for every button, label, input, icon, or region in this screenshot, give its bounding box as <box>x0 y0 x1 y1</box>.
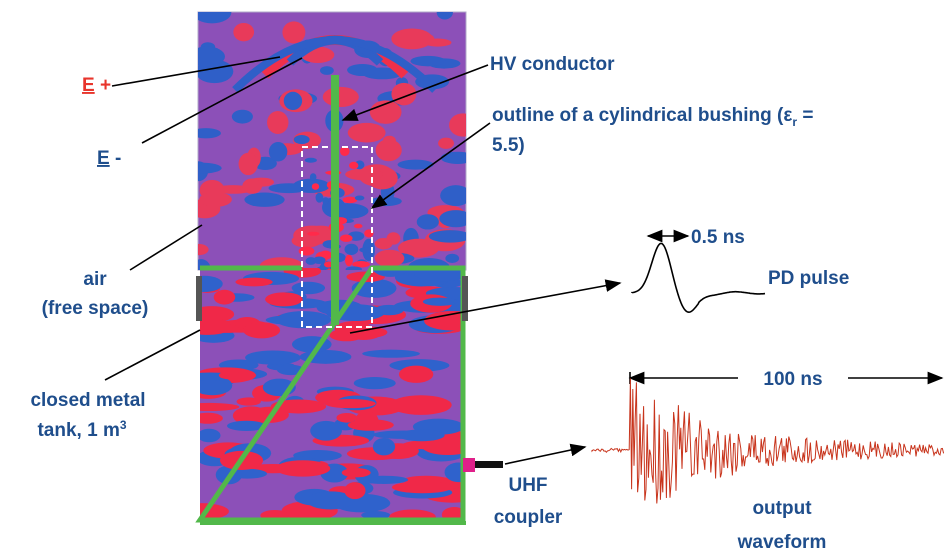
field-blob <box>441 152 475 164</box>
tank-label: tank, 1 m3 <box>37 418 126 441</box>
field-blob <box>239 153 258 175</box>
field-blob <box>349 162 358 169</box>
field-blob <box>325 399 376 408</box>
field-blob <box>323 87 359 107</box>
duration-label: 100 ns <box>763 369 822 390</box>
field-blob <box>375 238 393 249</box>
field-blob <box>235 278 272 287</box>
pd-pulse-waveform <box>632 243 765 312</box>
field-blob <box>305 158 317 163</box>
field-blob <box>198 429 221 442</box>
pulse-width-label: 0.5 ns <box>691 227 745 248</box>
bushing-label: 5.5) <box>492 135 525 156</box>
field-blob <box>214 290 236 305</box>
field-blob <box>316 193 324 203</box>
flange <box>462 276 468 321</box>
field-blob <box>265 292 303 306</box>
field-blob <box>179 163 221 174</box>
field-simulation <box>174 1 483 525</box>
field-blob <box>392 481 453 493</box>
field-blob <box>282 21 305 43</box>
field-blob <box>294 135 310 144</box>
diagram: E + E - HV conductor outline of a cylind… <box>0 0 944 556</box>
field-blob <box>438 138 454 149</box>
field-blob <box>310 421 342 441</box>
output-label: waveform <box>737 532 827 553</box>
field-blob <box>187 244 208 255</box>
field-blob <box>312 183 319 190</box>
field-blob <box>423 298 457 306</box>
field-blob <box>242 178 262 193</box>
field-blob <box>322 197 329 204</box>
air-label: (free space) <box>42 298 149 319</box>
field-blob <box>320 66 334 75</box>
field-blob <box>340 234 353 241</box>
field-blob <box>243 322 280 338</box>
field-blob <box>355 195 365 200</box>
field-blob <box>390 395 452 415</box>
field-blob <box>354 224 363 229</box>
field-blob <box>375 250 405 267</box>
field-blob <box>219 371 242 379</box>
field-blob <box>437 5 453 19</box>
hv-conductor-label: HV conductor <box>490 54 615 75</box>
field-blob <box>189 47 225 67</box>
field-blob <box>244 193 284 207</box>
field-blob <box>417 214 439 229</box>
field-blob <box>393 31 434 47</box>
field-blob <box>313 257 326 265</box>
coupler-body <box>463 458 475 472</box>
field-blob <box>410 56 445 66</box>
e-plus-label: E + <box>82 75 111 96</box>
field-blob <box>376 139 402 161</box>
air-label: air <box>83 269 107 290</box>
tank-label: closed metal <box>30 390 145 411</box>
flange <box>196 276 202 321</box>
field-blob <box>398 429 445 441</box>
field-blob <box>399 366 433 383</box>
field-blob <box>348 123 386 143</box>
field-blob <box>245 350 301 364</box>
field-blob <box>193 1 232 23</box>
field-blob <box>345 255 353 266</box>
coupler-label: coupler <box>494 507 563 528</box>
field-blob <box>362 350 420 358</box>
bushing-label: outline of a cylindrical bushing (εr = <box>492 105 813 129</box>
e-minus-label: E - <box>97 148 121 169</box>
field-blob <box>347 64 378 76</box>
field-blob <box>267 111 288 134</box>
field-blob <box>439 210 472 227</box>
coupler-label: UHF <box>508 475 547 496</box>
field-blob <box>344 482 365 499</box>
field-blob <box>193 413 223 424</box>
field-blob <box>374 305 403 315</box>
field-blob <box>345 168 383 180</box>
output-label: output <box>752 498 812 519</box>
field-blob <box>307 232 319 236</box>
field-blob <box>449 113 477 136</box>
field-blob <box>373 438 395 455</box>
field-blob <box>199 192 232 207</box>
field-blob <box>269 142 287 162</box>
field-blob <box>344 244 358 255</box>
field-blob <box>284 92 302 110</box>
field-blob <box>359 247 372 253</box>
field-blob <box>310 173 317 181</box>
field-blob <box>445 254 459 263</box>
field-blob <box>440 185 471 206</box>
field-blob <box>232 110 253 124</box>
field-blob <box>233 23 254 41</box>
field-blob <box>354 377 396 389</box>
field-blob <box>429 230 472 242</box>
field-blob <box>186 276 223 292</box>
pd-pulse-label: PD pulse <box>768 268 849 289</box>
field-blob <box>191 128 221 138</box>
hv-conductor <box>331 75 339 325</box>
field-blob <box>342 468 371 477</box>
coupler-cable <box>475 461 503 468</box>
field-blob <box>355 411 379 430</box>
field-blob <box>276 311 331 328</box>
output-waveform <box>592 379 944 504</box>
field-blob <box>178 403 239 411</box>
